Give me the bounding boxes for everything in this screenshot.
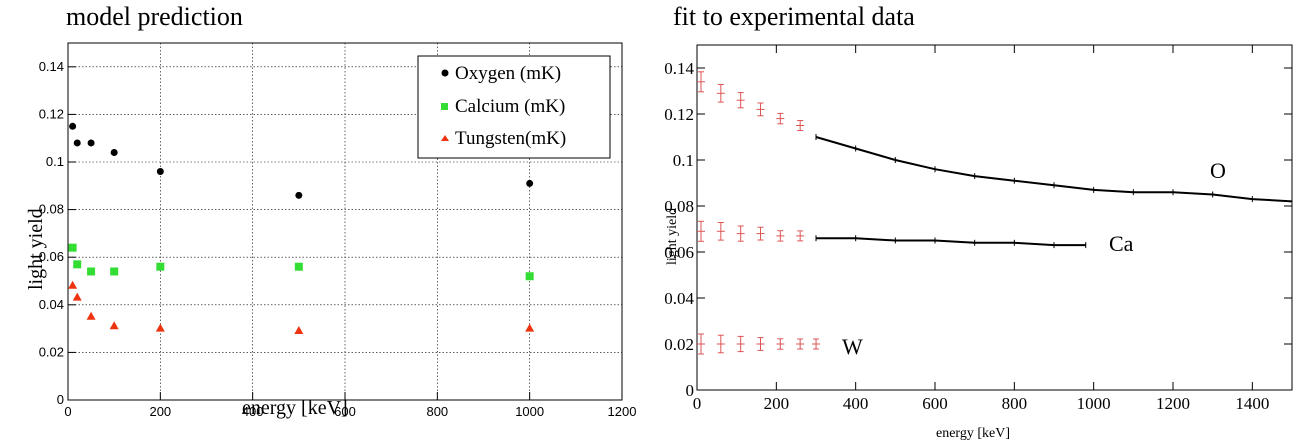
right-y-tick-label: 0.02 [664,335,694,354]
legend-box [417,55,611,159]
legend-oxygen-marker [441,69,449,77]
right-chart: 0 200 400 600 800 1000 1200 1400 0 0.02 0.04 0.06 0.… [664,44,1293,441]
left-series [68,122,535,334]
right-y-tick-label: 0.04 [664,289,694,308]
annotation-o: O [1210,158,1226,183]
left-point-oxygen [526,179,534,187]
left-point-oxygen [110,148,118,156]
right-x-tick-label: 600 [922,394,948,413]
left-point-tungsten [525,323,535,332]
left-point-tungsten [294,325,304,334]
left-point-tungsten [68,280,78,289]
legend-calcium-marker [441,103,448,110]
right-panel-title: fit to experimental data [673,2,915,31]
right-y-tick-label: 0.08 [664,197,694,216]
right-y-tick-label: 0.14 [664,59,694,78]
left-panel-title: model prediction [66,2,243,31]
left-x-tick-label: 800 [426,404,448,419]
left-point-calcium [68,243,77,252]
right-x-tick-label: 1400 [1235,394,1269,413]
right-y-tick-label: 0.06 [664,243,694,262]
left-point-oxygen [69,122,77,130]
right-x-tick-label: 800 [1002,394,1028,413]
left-y-tick-label: 0 [57,392,64,407]
left-y-tick-label: 0.12 [39,106,64,121]
left-point-calcium [525,272,534,281]
legend-oxygen-label: Oxygen (mK) [455,63,561,84]
left-point-oxygen [295,191,303,199]
left-x-tick-label: 400 [242,404,264,419]
left-point-oxygen [73,139,81,147]
legend-calcium-label: Calcium (mK) [455,96,565,117]
right-y-tick-label: 0.1 [673,151,694,170]
left-point-tungsten [109,321,119,330]
left-point-oxygen [156,168,164,176]
left-x-tick-label: 1000 [515,404,544,419]
left-point-calcium [87,267,96,276]
left-y-tick-label: 0.06 [39,249,64,264]
left-x-tick-label: 1200 [608,404,637,419]
left-point-calcium [156,262,165,271]
left-point-tungsten [155,323,165,332]
right-x-tick-label: 200 [764,394,790,413]
legend-tungsten-marker [441,135,449,141]
right-plot-frame [696,44,1293,391]
right-x-tick-label: 1000 [1077,394,1111,413]
right-x-tick-label: 400 [843,394,869,413]
right-axes: 0 200 400 600 800 1000 1200 1400 0 0.02 0.04 0.06 0.… [664,45,1292,413]
right-data-line-ca [816,237,1086,247]
left-point-calcium [73,260,82,269]
left-point-oxygen [87,139,95,147]
left-legend: Oxygen (mK) Calcium (mK) Tungsten(mK) [417,55,611,159]
left-point-calcium [110,267,119,276]
left-chart: 0 200 400 600 800 1000 1200 0 0.02 0.04 0.06 0.08 0.… [25,42,637,419]
annotation-ca: Ca [1109,231,1134,256]
right-series [697,71,1293,355]
left-y-tick-label: 0.1 [46,154,64,169]
left-point-calcium [294,262,303,271]
left-x-tick-label: 600 [334,404,356,419]
left-x-axis-label: energy [keV] [242,397,348,419]
right-y-axis-label: light yield [665,208,680,265]
left-axes: 0 200 400 600 800 1000 1200 0 0.02 0.04 0.06 0.08 0.… [39,59,637,419]
left-y-tick-label: 0.14 [39,59,64,74]
left-point-tungsten [86,311,96,320]
right-y-tick-label: 0 [686,381,695,400]
left-y-axis-label: light yield [25,208,47,290]
legend-tungsten-label: Tungsten(mK) [455,128,566,149]
right-x-tick-label: 1200 [1156,394,1190,413]
left-y-tick-label: 0.08 [39,202,64,217]
right-x-tick-label: 0 [693,394,702,413]
right-y-tick-label: 0.12 [664,105,694,124]
left-x-tick-label: 200 [149,404,171,419]
annotation-w: W [842,334,863,359]
left-x-tick-label: 0 [64,404,71,419]
left-point-tungsten [72,292,82,301]
left-y-tick-label: 0.04 [39,297,64,312]
right-x-axis-label: energy [keV] [936,426,1010,441]
left-y-tick-label: 0.02 [39,344,64,359]
